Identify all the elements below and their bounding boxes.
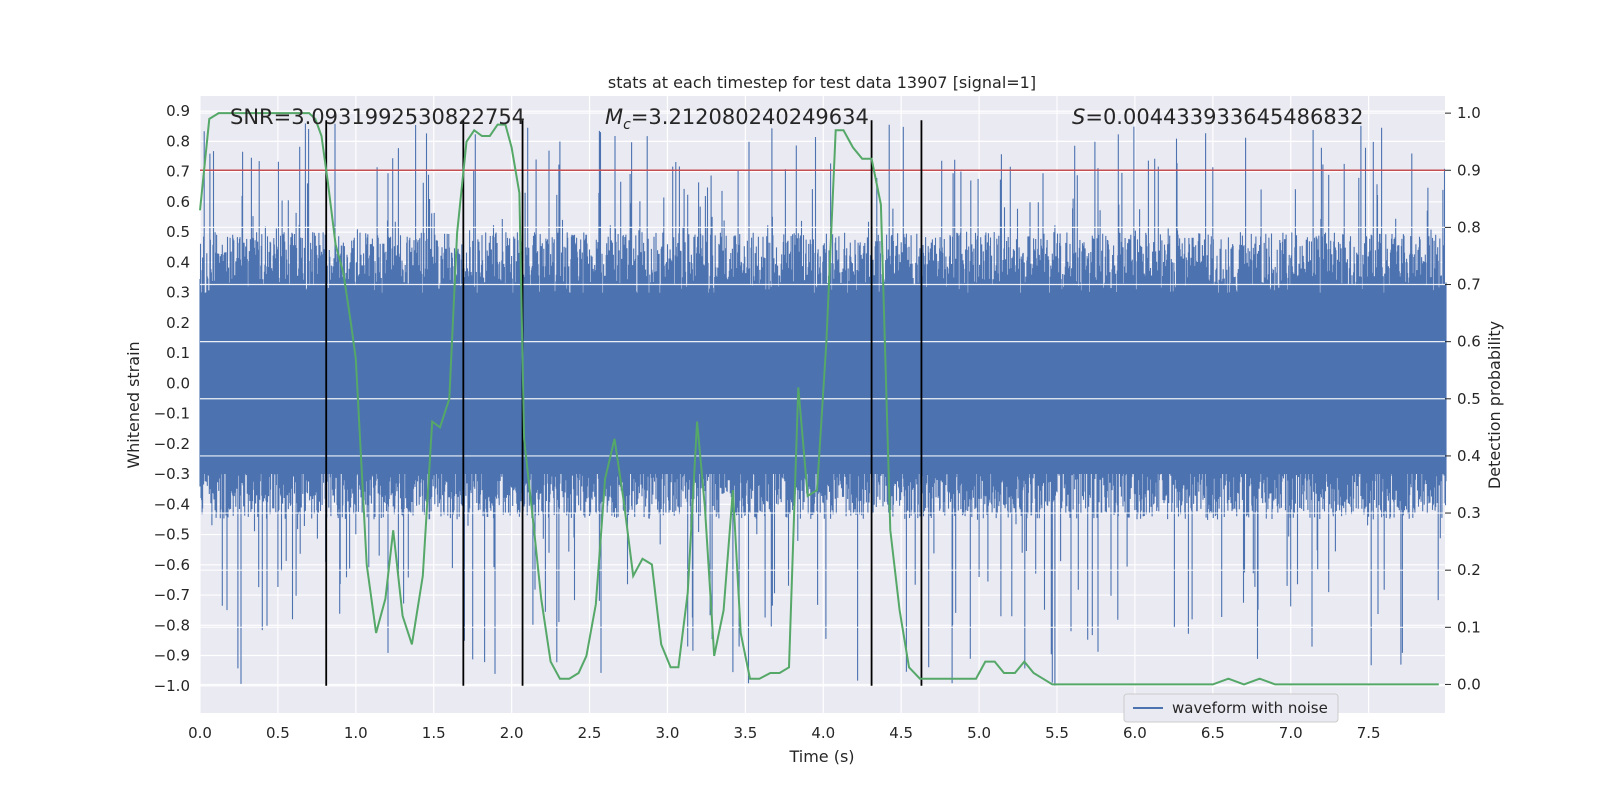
- x-axis-title: Time (s): [788, 747, 854, 766]
- y-left-tick-label: −0.7: [154, 586, 190, 604]
- legend-box: [1123, 693, 1339, 723]
- chirp-mass-symbol: M: [605, 105, 623, 129]
- y-left-tick-label: −0.8: [154, 616, 190, 634]
- y-left-tick-label: 0.5: [166, 223, 190, 241]
- s-value: =0.004433933645486832: [1085, 105, 1363, 129]
- x-tick-label: 0.5: [266, 724, 290, 742]
- y-left-tick-label: 0.4: [166, 253, 190, 271]
- x-tick-label: 5.5: [1045, 724, 1069, 742]
- s-annotation: S=0.004433933645486832: [1072, 105, 1363, 129]
- y-right-tick-label: 0.4: [1457, 447, 1481, 465]
- y-right-tick-label: 0.0: [1457, 675, 1481, 693]
- x-tick-label: 4.5: [889, 724, 913, 742]
- y-right-tick-label: 1.0: [1457, 104, 1481, 122]
- y-right-tick-label: 0.7: [1457, 276, 1481, 294]
- x-tick-label: 4.0: [811, 724, 835, 742]
- y-left-tick-label: −0.6: [154, 556, 190, 574]
- x-tick-label: 6.0: [1123, 724, 1147, 742]
- x-tick-label: 6.5: [1201, 724, 1225, 742]
- chirp-mass-annotation: Mc=3.212080240249634: [605, 105, 869, 133]
- x-tick-label: 3.5: [733, 724, 757, 742]
- chart-title: stats at each timestep for test data 139…: [608, 73, 1036, 92]
- x-tick-label: 7.5: [1357, 724, 1381, 742]
- y-right-tick-label: 0.3: [1457, 504, 1481, 522]
- y-right-tick-label: 0.9: [1457, 161, 1481, 179]
- y-left-axis-title: Whitened strain: [124, 341, 143, 468]
- x-tick-label: 5.0: [967, 724, 991, 742]
- x-tick-label: 3.0: [656, 724, 680, 742]
- x-tick-label: 1.0: [344, 724, 368, 742]
- y-right-tick-label: 0.6: [1457, 333, 1481, 351]
- waveform-series: [199, 112, 1447, 686]
- detection-probability-line: [199, 112, 1439, 686]
- y-left-tick-label: 0.0: [166, 374, 190, 392]
- y-right-tick-label: 0.5: [1457, 390, 1481, 408]
- y-right-axis-title: Detection probability: [1485, 321, 1504, 489]
- chirp-mass-value: =3.212080240249634: [631, 105, 869, 129]
- chirp-mass-subscript: c: [623, 117, 631, 133]
- detection-probability-series: [199, 112, 1439, 686]
- y-left-tick-label: 0.9: [166, 102, 190, 120]
- y-left-tick-label: 0.1: [166, 344, 190, 362]
- tick-labels: 0.0 0.5 1.0 1.5 2.0 2.5 3.0 3.5 4.0 4.5 5.0 5.5 6.0 6…: [154, 102, 1481, 742]
- y-left-tick-label: −0.5: [154, 526, 190, 544]
- snr-annotation: SNR=3.0931992530822754: [230, 105, 525, 129]
- x-tick-label: 2.0: [500, 724, 524, 742]
- vertical-markers: [325, 120, 923, 686]
- x-tick-label: 2.5: [578, 724, 602, 742]
- x-tick-label: 1.5: [422, 724, 446, 742]
- y-left-tick-label: −0.3: [154, 465, 190, 483]
- x-tick-label: 7.0: [1279, 724, 1303, 742]
- legend: waveform with noise: [1123, 693, 1339, 723]
- y-left-tick-label: −0.2: [154, 435, 190, 453]
- y-right-tick-label: 0.1: [1457, 618, 1481, 636]
- y-right-tick-label: 0.2: [1457, 561, 1481, 579]
- waveform-core: [200, 292, 1445, 475]
- y-left-tick-label: −0.1: [154, 405, 190, 423]
- y-left-tick-label: 0.8: [166, 132, 190, 150]
- y-left-tick-label: −1.0: [154, 677, 190, 695]
- y-left-tick-label: 0.2: [166, 314, 190, 332]
- y-left-tick-label: 0.7: [166, 163, 190, 181]
- x-tick-label: 0.0: [188, 724, 212, 742]
- legend-label-waveform: waveform with noise: [1172, 699, 1328, 717]
- y-left-tick-label: 0.6: [166, 193, 190, 211]
- y-left-tick-label: −0.4: [154, 495, 190, 513]
- y-right-tick-label: 0.8: [1457, 218, 1481, 236]
- s-symbol: S: [1072, 105, 1085, 129]
- y-left-tick-label: 0.3: [166, 284, 190, 302]
- y-left-tick-label: −0.9: [154, 647, 190, 665]
